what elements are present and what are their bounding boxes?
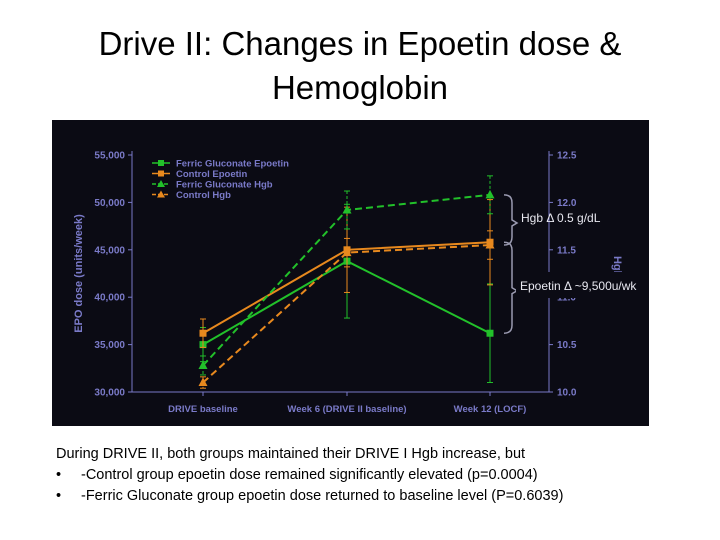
bullet-dot: • xyxy=(56,488,62,504)
bullet-text-2: -Ferric Gluconate group epoetin dose ret… xyxy=(81,488,564,504)
slide-title-line-1: Drive II: Changes in Epoetin dose & xyxy=(98,25,622,62)
bullet-dot: • xyxy=(56,467,62,483)
data-point-triangle xyxy=(342,247,352,257)
bullet-text-1: -Control group epoetin dose remained sig… xyxy=(81,467,538,483)
chart-panel: 55,000 50,000 45,000 40,000 35,000 30,000 12.5… xyxy=(52,120,649,426)
y-tick-label-left: 40,000 xyxy=(94,293,125,304)
data-point-square xyxy=(486,329,494,337)
data-point-triangle xyxy=(342,204,352,214)
slide-title-line-2: Hemoglobin xyxy=(271,69,449,106)
data-point-triangle xyxy=(485,189,495,199)
y-tick-label-left: 35,000 xyxy=(94,340,125,351)
x-tick-label: Week 12 (LOCF) xyxy=(454,404,527,415)
annotation-hgb-delta: Hgb Δ 0.5 g/dL xyxy=(521,211,601,225)
data-point-triangle xyxy=(198,377,208,387)
slide-title: Drive II: Changes in Epoetin dose & Hemo… xyxy=(0,22,720,110)
hgb-bracket xyxy=(503,194,519,246)
y-tick-label-right: 10.5 xyxy=(557,340,577,351)
y-tick-label-left: 45,000 xyxy=(94,245,125,256)
y-tick-label-left: 50,000 xyxy=(94,198,125,209)
legend-label: Control Epoetin xyxy=(176,169,247,180)
caption-intro: During DRIVE II, both groups maintained … xyxy=(56,446,526,462)
legend-label: Ferric Gluconate Epoetin xyxy=(176,159,289,170)
caption-block: During DRIVE II, both groups maintained … xyxy=(56,444,706,507)
y-tick-label-left: 55,000 xyxy=(94,151,125,162)
epoetin-hgb-chart: 55,000 50,000 45,000 40,000 35,000 30,000 12.5… xyxy=(73,151,648,415)
legend-swatch-triangle xyxy=(157,190,165,198)
data-point-triangle xyxy=(485,240,495,249)
data-point-triangle xyxy=(198,360,208,369)
annotation-epoetin-delta: Epoetin Δ ~9,500u/wk xyxy=(520,279,637,293)
y-tick-label-right: 11.5 xyxy=(557,245,576,256)
data-point-square xyxy=(199,329,207,337)
y-tick-label-right: 12.0 xyxy=(557,198,577,209)
y-tick-label-left: 30,000 xyxy=(94,388,125,399)
y-tick-label-right: 11.0 xyxy=(557,293,576,304)
y-tick-label-right: 12.5 xyxy=(557,151,577,162)
annotation-epoetin-backing xyxy=(516,272,648,298)
legend-swatch-square xyxy=(158,170,164,177)
epoetin-bracket xyxy=(503,241,519,334)
y-tick-label-right: 10.0 xyxy=(557,388,577,399)
y-axis-title-left: EPO dose (units/week) xyxy=(73,214,85,333)
x-tick-label: DRIVE baseline xyxy=(168,404,238,415)
x-tick-label: Week 6 (DRIVE II baseline) xyxy=(287,404,406,415)
legend-swatch-triangle xyxy=(157,180,165,187)
bullet-item-1: • -Control group epoetin dose remained s… xyxy=(56,465,706,486)
legend-swatch-square xyxy=(158,160,164,166)
legend-label: Control Hgb xyxy=(176,190,231,201)
legend-label: Ferric Gluconate Hgb xyxy=(176,180,273,191)
bullet-item-2: • -Ferric Gluconate group epoetin dose r… xyxy=(56,486,706,507)
